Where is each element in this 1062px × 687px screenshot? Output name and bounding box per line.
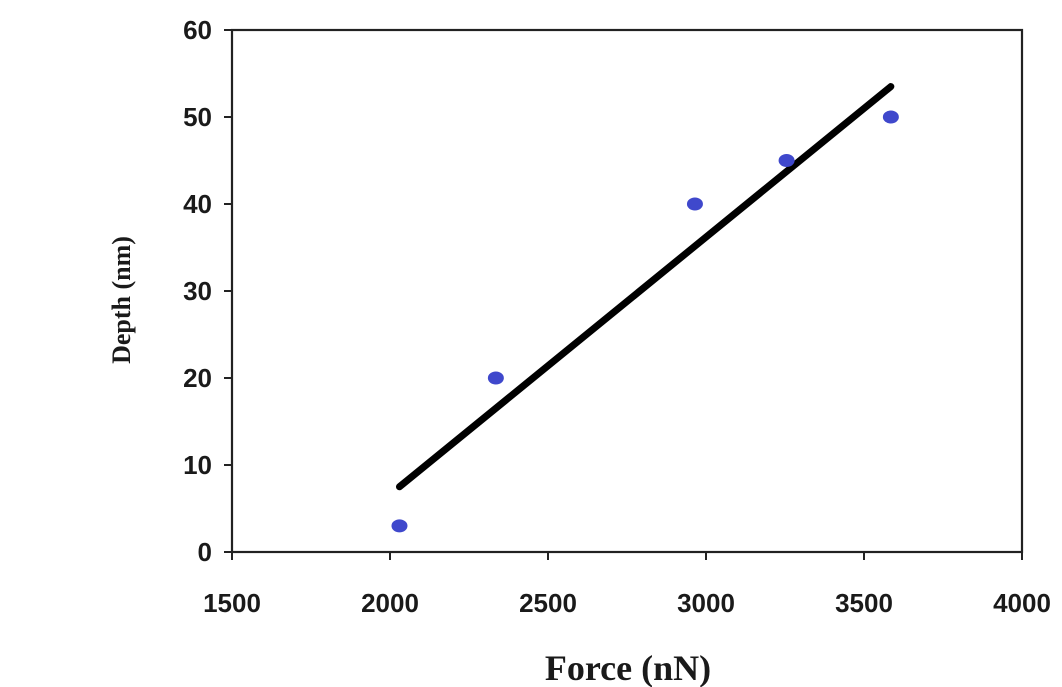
x-tick-label: 3000 <box>677 588 735 618</box>
trend-line <box>395 83 895 491</box>
plot-area <box>230 28 1024 554</box>
data-points <box>391 110 899 533</box>
data-point <box>686 197 703 211</box>
x-tick-label: 3500 <box>835 588 893 618</box>
x-axis-title: Force (nN) <box>545 648 711 687</box>
trend-line-group <box>395 83 895 491</box>
x-tick-label: 2000 <box>361 588 419 618</box>
x-axis-ticks: 1500 2000 2500 3000 3500 4000 <box>203 552 1051 618</box>
x-tick-label: 4000 <box>993 588 1051 618</box>
data-point <box>778 154 795 167</box>
data-point <box>487 371 504 385</box>
y-axis-title: Depth (nm) <box>107 236 136 364</box>
x-tick-label: 2500 <box>519 588 577 618</box>
plot-frame <box>230 28 1024 554</box>
y-tick-label: 10 <box>183 450 212 480</box>
y-axis-ticks: 0 10 20 30 40 50 60 <box>183 15 232 567</box>
y-tick-label: 0 <box>198 537 212 567</box>
y-tick-label: 20 <box>183 363 212 393</box>
y-tick-label: 60 <box>183 15 212 45</box>
data-point <box>391 519 408 533</box>
x-tick-label: 1500 <box>203 588 261 618</box>
y-tick-label: 40 <box>183 189 212 219</box>
y-tick-label: 30 <box>183 276 212 306</box>
data-point <box>882 110 899 124</box>
y-tick-label: 50 <box>183 102 212 132</box>
